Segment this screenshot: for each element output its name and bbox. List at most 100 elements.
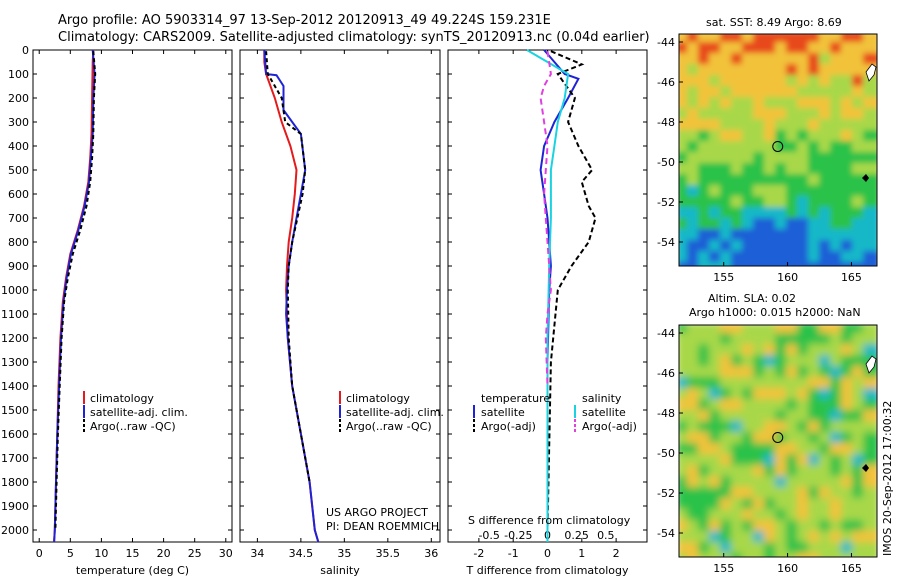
y-tick-label: -48 (657, 407, 675, 420)
island-shape (862, 464, 869, 472)
top-tick-label: 0.5 (597, 529, 615, 542)
sla-cell (830, 553, 847, 557)
y-tick-label: 1400 (1, 380, 29, 393)
x-tick-label: 1 (578, 547, 585, 560)
y-tick-label: 500 (8, 164, 29, 177)
x-tick-label: 20 (157, 547, 171, 560)
legend-label-satellite: satellite-adj. clim. (90, 406, 188, 419)
series-line (54, 51, 97, 531)
x-axis-label: T difference from climatology (466, 564, 629, 577)
sst-map-title: sat. SST: 8.49 Argo: 8.69 (706, 16, 842, 29)
y-tick-label: 1200 (1, 332, 29, 345)
y-tick-label: 900 (8, 260, 29, 273)
sla-cell (775, 553, 792, 557)
sst-cell (698, 262, 715, 266)
credit-line1: US ARGO PROJECT (326, 506, 428, 519)
legend-label-sal-satellite: satellite (582, 406, 626, 419)
sla-cell (786, 553, 803, 557)
x-tick-label: 10 (94, 547, 108, 560)
figure-title-line2: Climatology: CARS2009. Satellite-adjuste… (58, 30, 650, 45)
legend-title-salinity: salinity (582, 392, 622, 405)
sla-cell (687, 553, 704, 557)
x-tick-label: 34.5 (289, 547, 314, 560)
sla-cell (764, 553, 781, 557)
y-tick-label: 1600 (1, 428, 29, 441)
series-line (539, 49, 580, 542)
x-tick-label: 34 (250, 547, 264, 560)
sla-cell (808, 553, 825, 557)
y-tick-label: -50 (657, 447, 675, 460)
sla-cell (863, 553, 877, 557)
temperature-panel: 0100200300400500600700800900100011001200… (1, 44, 233, 577)
legend-label-argo: Argo(..raw -QC) (346, 420, 432, 433)
temperature-legend: climatology satellite-adj. clim. Argo(..… (83, 391, 188, 433)
x-tick-label: 0 (544, 547, 551, 560)
x-tick-label: -1 (508, 547, 519, 560)
sst-cell (808, 262, 825, 266)
sst-cell (687, 262, 704, 266)
salinity-legend: climatology satellite-adj. clim. Argo(..… (326, 391, 444, 533)
y-tick-label: -44 (657, 327, 675, 340)
y-tick-label: -54 (657, 527, 675, 540)
coastline-shape (865, 355, 877, 374)
argo-position-marker (772, 140, 784, 152)
legend-label-climatology: climatology (346, 392, 410, 405)
sla-cell (841, 553, 858, 557)
sla-cell (819, 553, 836, 557)
y-tick-label: 1700 (1, 452, 29, 465)
y-tick-label: 700 (8, 212, 29, 225)
sst-map-image (679, 34, 877, 266)
legend-title-temperature: temperature (481, 392, 550, 405)
top-tick-label: -0.5 (478, 529, 499, 542)
legend-label-climatology: climatology (90, 392, 154, 405)
sla-map-title-line2: Argo h1000: 0.015 h2000: NaN (689, 306, 861, 319)
series-line (53, 49, 95, 543)
sst-cell (775, 262, 792, 266)
legend-label-sal-argo: Argo(-adj) (582, 420, 637, 433)
top-tick-label: 0.25 (564, 529, 589, 542)
x-tick-label: 165 (841, 271, 862, 284)
sla-cell (679, 553, 693, 557)
sla-map-image (679, 325, 877, 557)
x-tick-label: 160 (777, 562, 798, 575)
sst-cell (753, 262, 770, 266)
top-axis-label: S difference from climatology (468, 514, 631, 527)
y-tick-label: 1900 (1, 500, 29, 513)
sla-map-frame (678, 324, 878, 558)
x-tick-label: 160 (777, 271, 798, 284)
y-tick-label: 1100 (1, 308, 29, 321)
salinity-panel: 34 34.5 35 35.5 36 salinity (239, 49, 441, 577)
y-tick-label: -52 (657, 196, 675, 209)
x-tick-label: 5 (67, 547, 74, 560)
sst-cell (819, 262, 836, 266)
series-line (263, 49, 320, 543)
sla-map-title-line1: Altim. SLA: 0.02 (708, 292, 796, 305)
x-tick-label: 155 (713, 271, 734, 284)
sla-cell (698, 553, 715, 557)
legend-label-temp-satellite: satellite (481, 406, 525, 419)
sst-cell (709, 262, 726, 266)
y-tick-label: 1000 (1, 284, 29, 297)
sst-cell (720, 262, 737, 266)
x-tick-label: -2 (473, 547, 484, 560)
y-tick-label: 200 (8, 92, 29, 105)
y-tick-label: -50 (657, 156, 675, 169)
x-tick-label: 2 (613, 547, 620, 560)
argo-position-marker (772, 431, 784, 443)
series-line (265, 51, 311, 483)
sst-cell (841, 262, 858, 266)
y-tick-label: -46 (657, 76, 675, 89)
series-line (263, 50, 320, 543)
imos-timestamp: IMOS 20-Sep-2012 17:00:32 (881, 401, 894, 556)
x-tick-label: 0 (36, 547, 43, 560)
x-tick-label: 35.5 (376, 547, 401, 560)
y-tick-label: 2000 (1, 524, 29, 537)
sla-map-ticks: 155 160 165 -44 -46 -48 -50 -52 -54 (657, 327, 862, 575)
sst-cell (797, 262, 814, 266)
sla-cell (720, 553, 737, 557)
plot-frame (239, 49, 441, 543)
y-tick-label: 800 (8, 236, 29, 249)
y-tick-label: -52 (657, 487, 675, 500)
sst-cell (830, 262, 847, 266)
y-tick-label: 600 (8, 188, 29, 201)
